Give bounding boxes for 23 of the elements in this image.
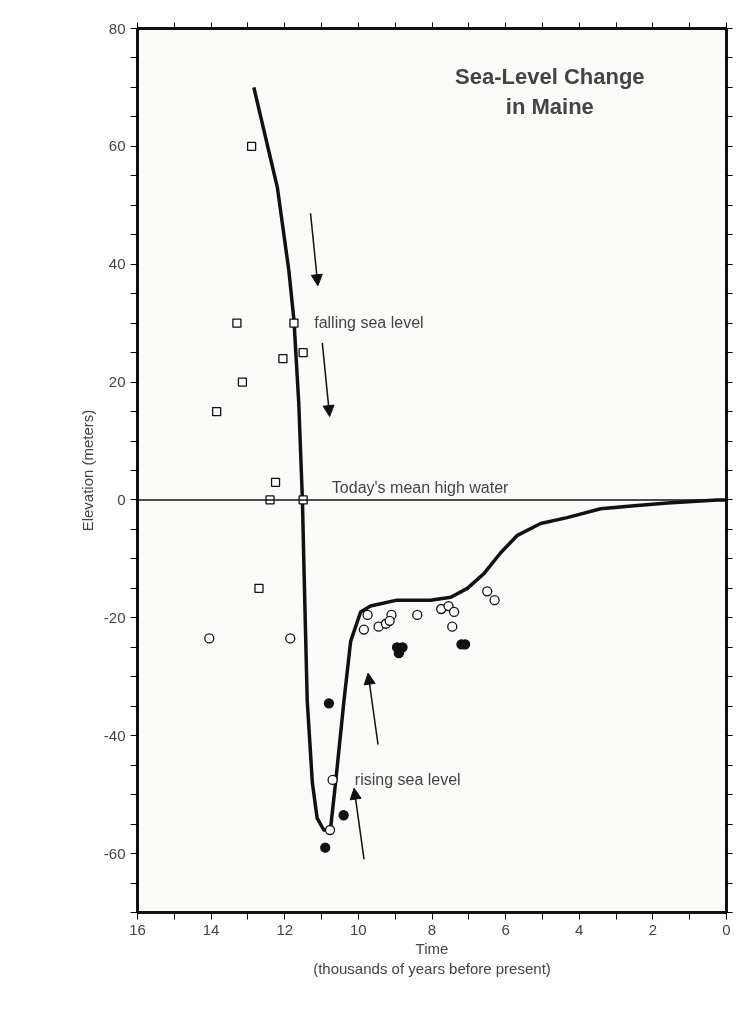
y-tick-label: 40 [108, 255, 126, 273]
x-tick-label: 8 [427, 920, 437, 938]
x-tick-label: 12 [276, 920, 294, 938]
x-tick-label: 2 [648, 920, 658, 938]
text: Sea-Level Change in Maine [455, 63, 645, 119]
x-tick-label: 6 [501, 920, 510, 938]
annotation: rising sea level [354, 771, 461, 789]
y-tick-label: 80 [108, 19, 126, 37]
y-tick-label: -40 [103, 726, 126, 744]
x-tick-label: 0 [722, 920, 731, 938]
y-tick-label: 20 [108, 373, 126, 391]
x-axis-title: Time (thousands of years before present) [313, 939, 551, 977]
y-tick-label: 0 [117, 490, 126, 508]
x-tick-label: 4 [575, 920, 584, 938]
annotation: falling sea level [314, 314, 424, 332]
y-tick-label: -20 [103, 608, 126, 626]
ref-line-label: Today's mean high water [331, 478, 510, 496]
y-tick-label: -60 [103, 844, 126, 862]
x-tick-label: 14 [202, 920, 220, 938]
x-tick-label: 10 [350, 920, 367, 938]
x-tick-label: 16 [129, 920, 146, 938]
y-axis-title: Elevation (meters) [78, 409, 96, 532]
y-tick-label: 60 [108, 137, 126, 155]
